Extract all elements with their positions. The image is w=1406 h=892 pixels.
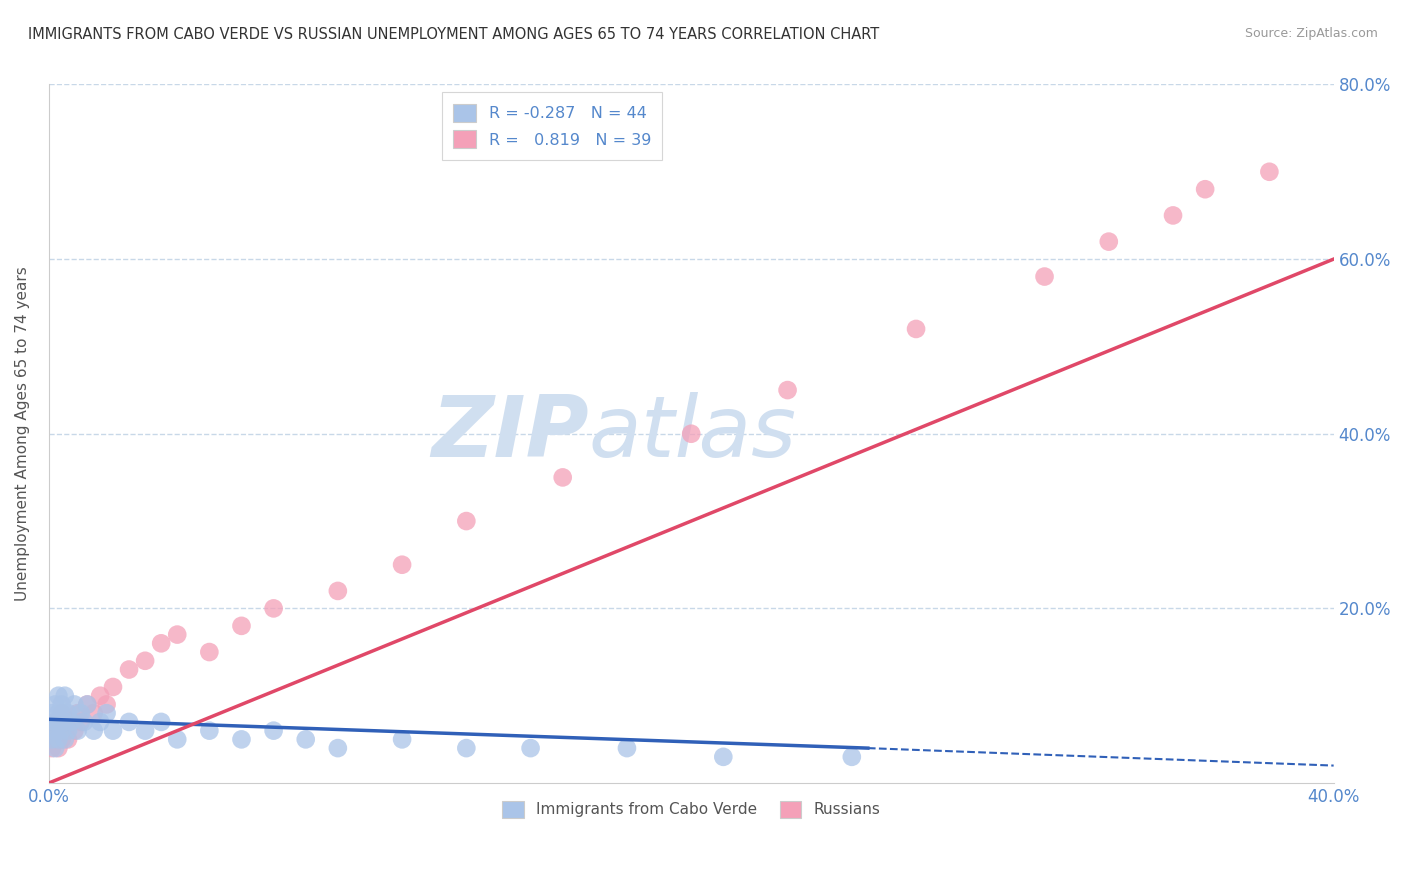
Point — [53, 714, 76, 729]
Point — [56, 706, 79, 721]
Point — [841, 749, 863, 764]
Point — [44, 714, 66, 729]
Point — [44, 698, 66, 712]
Point — [76, 698, 98, 712]
Text: IMMIGRANTS FROM CABO VERDE VS RUSSIAN UNEMPLOYMENT AMONG AGES 65 TO 74 YEARS COR: IMMIGRANTS FROM CABO VERDE VS RUSSIAN UN… — [28, 27, 879, 42]
Point — [60, 714, 83, 729]
Point — [231, 619, 253, 633]
Point — [41, 723, 63, 738]
Point — [51, 698, 73, 712]
Text: Source: ZipAtlas.com: Source: ZipAtlas.com — [1244, 27, 1378, 40]
Point — [711, 749, 734, 764]
Point — [41, 741, 63, 756]
Text: atlas: atlas — [588, 392, 796, 475]
Point — [1258, 165, 1281, 179]
Point — [326, 583, 349, 598]
Point — [118, 663, 141, 677]
Point — [53, 723, 76, 738]
Point — [681, 426, 703, 441]
Point — [44, 723, 66, 738]
Point — [53, 714, 76, 729]
Point — [66, 723, 89, 738]
Point — [76, 698, 98, 712]
Point — [551, 470, 574, 484]
Point — [51, 706, 73, 721]
Point — [48, 732, 70, 747]
Point — [456, 514, 478, 528]
Point — [166, 732, 188, 747]
Point — [83, 706, 105, 721]
Point — [1194, 182, 1216, 196]
Point — [391, 732, 413, 747]
Point — [519, 741, 541, 756]
Point — [166, 627, 188, 641]
Point — [48, 689, 70, 703]
Point — [776, 383, 799, 397]
Point — [63, 723, 86, 738]
Point — [48, 706, 70, 721]
Point — [53, 689, 76, 703]
Point — [96, 698, 118, 712]
Point — [53, 732, 76, 747]
Point — [198, 645, 221, 659]
Point — [51, 723, 73, 738]
Point — [1161, 209, 1184, 223]
Point — [51, 706, 73, 721]
Point — [44, 732, 66, 747]
Point — [616, 741, 638, 756]
Point — [70, 706, 93, 721]
Point — [41, 732, 63, 747]
Point — [96, 706, 118, 721]
Point — [326, 741, 349, 756]
Point — [73, 714, 96, 729]
Point — [294, 732, 316, 747]
Y-axis label: Unemployment Among Ages 65 to 74 years: Unemployment Among Ages 65 to 74 years — [15, 267, 30, 601]
Point — [51, 732, 73, 747]
Point — [118, 714, 141, 729]
Legend: Immigrants from Cabo Verde, Russians: Immigrants from Cabo Verde, Russians — [496, 795, 886, 824]
Point — [905, 322, 928, 336]
Point — [263, 723, 285, 738]
Point — [41, 706, 63, 721]
Point — [89, 689, 111, 703]
Point — [456, 741, 478, 756]
Point — [83, 723, 105, 738]
Point — [48, 714, 70, 729]
Point — [134, 723, 156, 738]
Point — [263, 601, 285, 615]
Point — [63, 698, 86, 712]
Point — [66, 706, 89, 721]
Point — [101, 723, 124, 738]
Point — [134, 654, 156, 668]
Point — [1098, 235, 1121, 249]
Point — [60, 714, 83, 729]
Point — [41, 723, 63, 738]
Point — [48, 741, 70, 756]
Point — [89, 714, 111, 729]
Point — [44, 714, 66, 729]
Point — [101, 680, 124, 694]
Text: ZIP: ZIP — [430, 392, 588, 475]
Point — [198, 723, 221, 738]
Point — [1033, 269, 1056, 284]
Point — [56, 723, 79, 738]
Point — [56, 732, 79, 747]
Point — [150, 714, 173, 729]
Point — [150, 636, 173, 650]
Point — [44, 741, 66, 756]
Point — [70, 714, 93, 729]
Point — [48, 723, 70, 738]
Point — [231, 732, 253, 747]
Point — [391, 558, 413, 572]
